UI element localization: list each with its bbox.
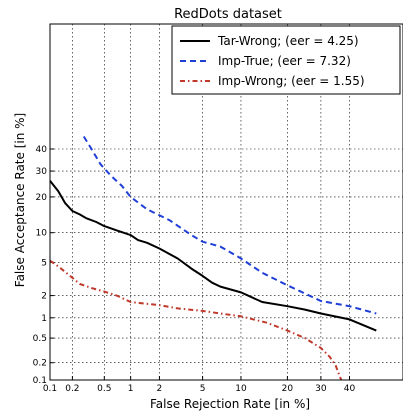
x-tick-label: 0.1 — [43, 384, 57, 394]
legend: Tar-Wrong; (eer = 4.25) Imp-True; (eer = … — [171, 25, 401, 95]
x-tick-label: 2 — [157, 384, 163, 394]
x-tick-label: 1 — [128, 384, 134, 394]
x-tick-label: 20 — [282, 384, 294, 394]
x-tick-label: 0.5 — [97, 384, 111, 394]
y-tick-label: 20 — [36, 193, 48, 203]
y-axis-label: False Acceptance Rate [in %] — [13, 113, 27, 287]
legend-box — [171, 25, 401, 95]
x-tick-label: 10 — [235, 384, 247, 394]
y-tick-label: 10 — [36, 229, 48, 239]
series-line-2 — [82, 135, 377, 315]
x-tick-label: 40 — [344, 384, 356, 394]
y-axis-ticks: 0.1 0.2 0.5 1 2 5 10 20 30 40 — [33, 145, 54, 386]
grid — [50, 24, 403, 380]
x-tick-label: 0.2 — [65, 384, 79, 394]
x-tick-label: 30 — [315, 384, 327, 394]
y-tick-label: 30 — [36, 167, 48, 177]
series-lines — [49, 135, 377, 381]
legend-label: Imp-Wrong; (eer = 1.55) — [218, 74, 365, 88]
y-tick-label: 2 — [41, 292, 47, 302]
y-tick-label: 40 — [36, 145, 48, 155]
series-line-3 — [49, 259, 343, 381]
x-tick-label: 5 — [200, 384, 206, 394]
y-tick-label: 0.5 — [33, 334, 47, 344]
legend-label: Imp-True; (eer = 7.32) — [218, 54, 351, 68]
x-axis-label: False Rejection Rate [in %] — [150, 397, 310, 411]
x-axis-ticks: 0.1 0.2 0.5 1 2 5 10 20 30 40 — [43, 376, 356, 394]
legend-label: Tar-Wrong; (eer = 4.25) — [217, 34, 359, 48]
chart-title: RedDots dataset — [174, 7, 282, 22]
y-tick-label: 0.2 — [33, 359, 47, 369]
y-tick-label: 5 — [41, 258, 47, 268]
series-line-1 — [49, 180, 377, 332]
y-tick-label: 0.1 — [33, 376, 47, 386]
plot-frame — [49, 23, 403, 381]
y-tick-label: 1 — [41, 314, 47, 324]
